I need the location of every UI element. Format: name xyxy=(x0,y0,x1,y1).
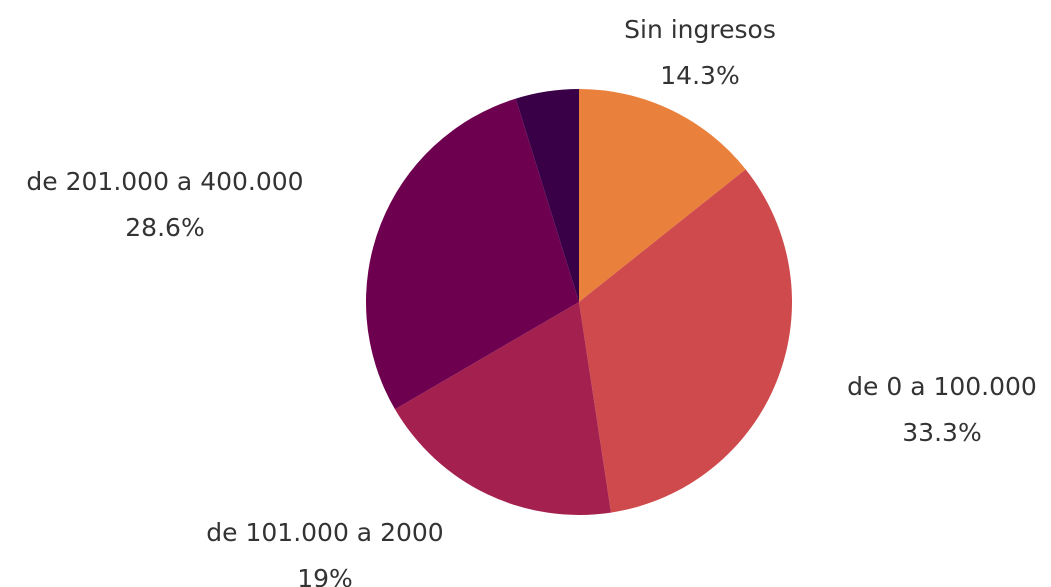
slice-label-4: de 201.000 a 400.000 xyxy=(26,167,303,196)
pie-slice-5 xyxy=(515,89,579,302)
slice-label-1: Sin ingresos xyxy=(624,15,776,44)
pie-slice-1 xyxy=(579,89,746,302)
slice-label-2: de 0 a 100.000 xyxy=(847,372,1037,401)
slice-value-1: 14.3% xyxy=(660,61,739,90)
pie-slice-3 xyxy=(394,302,611,515)
pie-slice-2 xyxy=(579,169,792,513)
slice-label-3: de 101.000 a 2000 xyxy=(206,518,443,547)
pie-slice-4 xyxy=(365,98,579,410)
slice-value-4: 28.6% xyxy=(125,213,204,242)
pie-slices xyxy=(365,89,792,515)
slice-value-2: 33.3% xyxy=(902,418,981,447)
slice-value-3: 19% xyxy=(297,564,353,587)
pie-labels: Sin ingresos 14.3% de 0 a 100.000 33.3% de 1… xyxy=(26,15,1036,587)
